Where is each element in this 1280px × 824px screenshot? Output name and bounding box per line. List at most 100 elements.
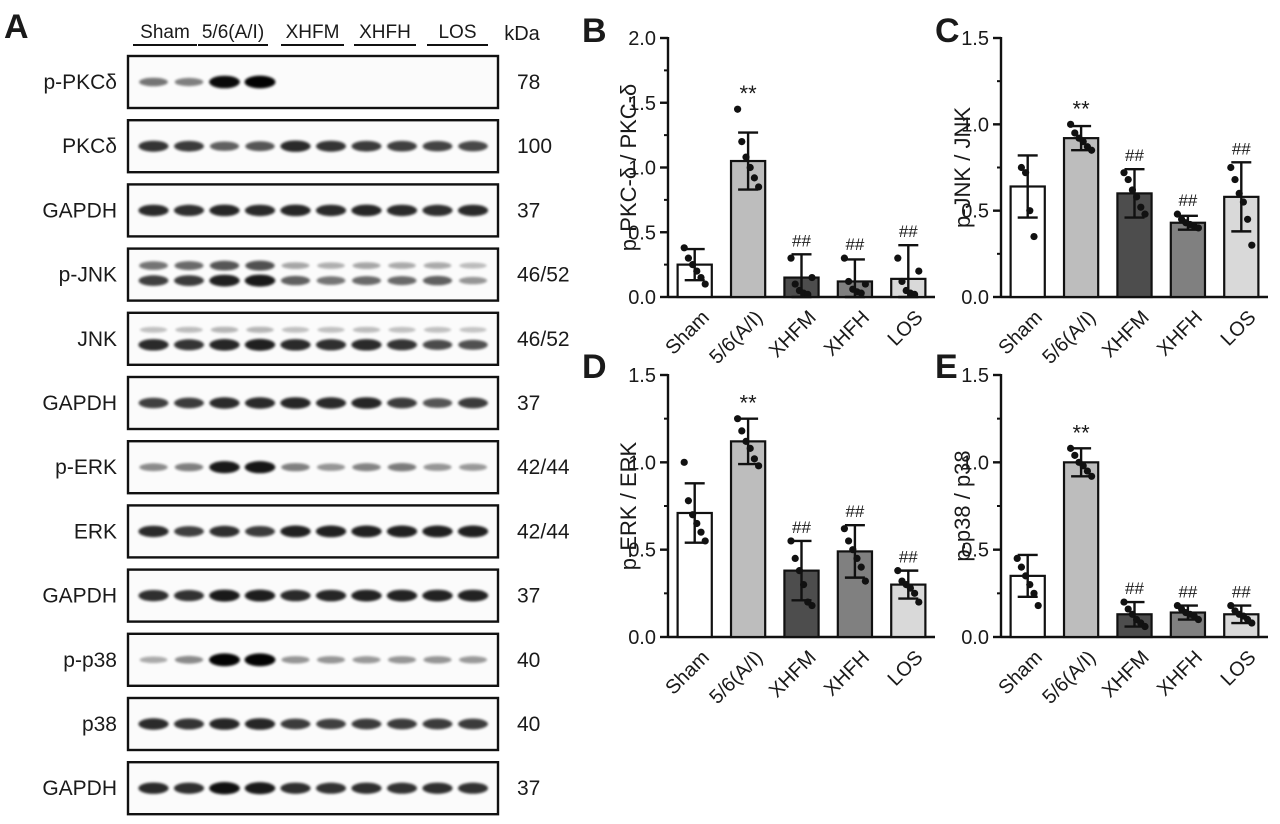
x-tick-label: 5/6(A/I) [705, 307, 767, 369]
blot-band [173, 590, 205, 602]
data-point [791, 280, 799, 288]
blot-kda-label: 40 [517, 713, 540, 736]
data-point [1026, 581, 1034, 589]
blot-band [139, 656, 168, 664]
x-tick-label: LOS [884, 307, 928, 351]
significance-label: ## [792, 518, 811, 537]
blot-band [174, 718, 204, 730]
data-point [1079, 462, 1087, 470]
data-point [1141, 622, 1149, 631]
blot-band [423, 262, 452, 269]
blot-band [244, 75, 276, 89]
chart-panel-d: D0.00.51.01.5p-ERK / ERKSham**5/6(A/I)##… [582, 348, 935, 709]
blot-band [138, 140, 169, 152]
x-tick-label: XHFM [1098, 307, 1154, 363]
data-point [1194, 615, 1202, 624]
data-point [1120, 169, 1128, 177]
data-point [684, 497, 693, 505]
data-point [1128, 610, 1136, 618]
data-point [845, 537, 853, 545]
blot-band [209, 718, 240, 730]
data-point [693, 267, 701, 275]
group-label: LOS [438, 22, 476, 43]
blot-kda-label: 40 [517, 649, 540, 672]
blot-kda-label: 78 [517, 71, 540, 94]
significance-label: ## [1125, 146, 1144, 165]
y-tick-label: 1.0 [961, 452, 989, 474]
data-point [1137, 203, 1145, 211]
blot-band [244, 718, 276, 730]
data-point [857, 563, 865, 571]
y-tick-label: 0.5 [628, 222, 656, 244]
data-point [787, 537, 795, 545]
blot-band [280, 275, 311, 286]
y-tick-label: 2.0 [628, 28, 656, 50]
blot-band [459, 262, 487, 269]
y-axis-label: p-PKC-δ / PKC-δ [616, 84, 641, 252]
blot-band [351, 589, 382, 602]
blot-row-label: ERK [74, 520, 117, 543]
panel-letter: D [582, 348, 607, 386]
blot-band [280, 204, 311, 217]
significance-label: ** [740, 391, 758, 416]
data-point [1120, 598, 1128, 606]
blot-band [388, 326, 416, 333]
data-point [906, 584, 915, 592]
blot-band [458, 718, 488, 730]
blot-band [280, 397, 311, 409]
data-point [1141, 210, 1149, 218]
data-point [1227, 163, 1235, 172]
data-point [750, 455, 759, 463]
y-tick-label: 1.5 [961, 28, 989, 50]
significance-label: ** [1073, 96, 1091, 121]
blot-kda-label: 37 [517, 392, 540, 415]
blot-band [281, 262, 310, 269]
x-tick-label: 5/6(A/I) [1038, 647, 1100, 709]
blot-row-label: p-JNK [59, 264, 117, 287]
data-point [742, 437, 750, 445]
blot-band [174, 140, 204, 152]
blot-kda-label: 46/52 [517, 264, 570, 287]
blot-band [352, 276, 381, 286]
blot-band [209, 397, 240, 409]
significance-label: ## [1178, 191, 1197, 210]
x-tick-label: XHFH [820, 647, 874, 701]
data-point [1239, 198, 1247, 206]
data-point [1124, 605, 1132, 613]
blot-band [352, 463, 381, 472]
blot-band [386, 782, 418, 794]
blot-band [422, 525, 453, 538]
data-point [1088, 146, 1096, 154]
blot-kda-label: 37 [517, 585, 540, 608]
blot-band [209, 75, 240, 89]
blot-row-label: GAPDH [42, 777, 117, 800]
data-point [1022, 572, 1030, 580]
blot-band [458, 141, 488, 152]
blot-kda-label: 46/52 [517, 328, 570, 351]
y-tick-label: 0.0 [961, 287, 989, 309]
y-tick-label: 1.5 [628, 365, 656, 387]
blot-band [352, 326, 381, 333]
blot-band [138, 718, 169, 730]
blot-band [316, 463, 346, 471]
blot-band [458, 656, 488, 664]
blot-band [138, 589, 169, 602]
blot-band [458, 463, 488, 471]
blot-band [139, 77, 168, 87]
blot-band [281, 656, 310, 664]
data-point [1124, 175, 1132, 184]
blot-band [422, 718, 453, 730]
blot-band [244, 461, 276, 474]
blot-band [351, 718, 382, 730]
data-point [750, 174, 759, 182]
significance-label: ## [899, 548, 918, 567]
significance-label: ## [1232, 583, 1251, 602]
blot-band [315, 589, 347, 602]
blot-band [280, 140, 311, 152]
data-point [697, 273, 705, 282]
significance-label: ## [1232, 139, 1251, 158]
blot-band [457, 589, 489, 602]
data-point [1026, 207, 1034, 215]
blot-band [317, 262, 345, 269]
blot-row-label: GAPDH [42, 585, 117, 608]
